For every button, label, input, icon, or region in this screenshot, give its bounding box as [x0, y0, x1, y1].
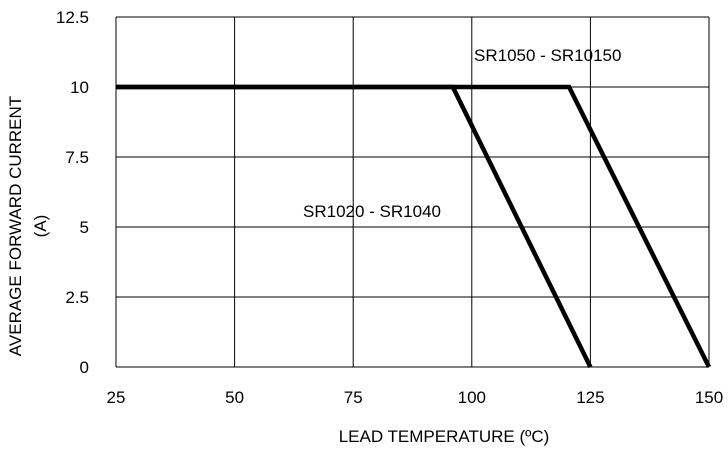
- x-tick-label: 50: [225, 388, 244, 407]
- series-lines: [116, 84, 712, 369]
- tick-labels: 25 50 75 100 125 150 0 2.5 5 7.5 10 12.5: [56, 8, 723, 407]
- y-tick-label: 5: [80, 218, 89, 237]
- series-line-1: [116, 84, 712, 369]
- y-axis-unit-label: (A): [31, 215, 50, 238]
- y-tick-label: 12.5: [56, 8, 89, 27]
- x-tick-label: 125: [576, 388, 604, 407]
- y-tick-label: 0: [80, 358, 89, 377]
- y-tick-label: 2.5: [65, 288, 89, 307]
- y-tick-label: 10: [70, 78, 89, 97]
- x-tick-label: 150: [695, 388, 723, 407]
- y-tick-label: 7.5: [65, 148, 89, 167]
- x-axis-label: LEAD TEMPERATURE (ºC): [339, 427, 550, 446]
- x-tick-label: 100: [458, 388, 486, 407]
- series-label-sr1020-sr1040: SR1020 - SR1040: [303, 202, 441, 221]
- y-axis-label: AVERAGE FORWARD CURRENT: [6, 96, 25, 356]
- x-tick-label: 75: [344, 388, 363, 407]
- x-tick-label: 25: [107, 388, 126, 407]
- series-label-sr1050-sr10150: SR1050 - SR10150: [474, 46, 621, 65]
